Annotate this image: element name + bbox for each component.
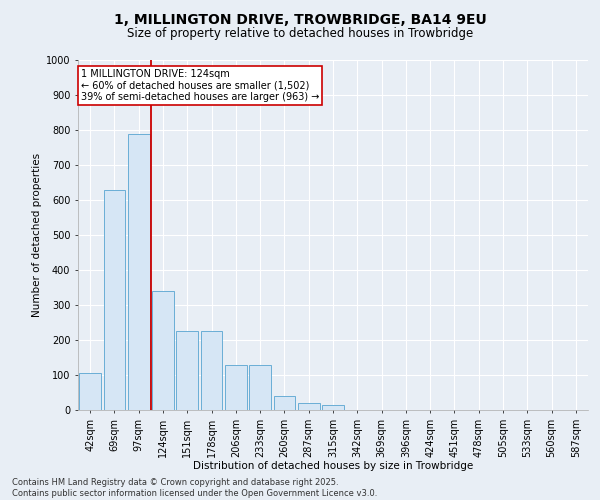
Bar [200,331,223,410]
Bar [274,396,295,410]
Bar [79,373,101,410]
Bar [249,364,271,410]
Text: 1, MILLINGTON DRIVE, TROWBRIDGE, BA14 9EU: 1, MILLINGTON DRIVE, TROWBRIDGE, BA14 9E… [113,12,487,26]
Bar [225,364,247,410]
X-axis label: Distribution of detached houses by size in Trowbridge: Distribution of detached houses by size … [193,461,473,471]
Text: Contains HM Land Registry data © Crown copyright and database right 2025.
Contai: Contains HM Land Registry data © Crown c… [12,478,377,498]
Bar [152,291,174,410]
Text: 1 MILLINGTON DRIVE: 124sqm
← 60% of detached houses are smaller (1,502)
39% of s: 1 MILLINGTON DRIVE: 124sqm ← 60% of deta… [80,69,319,102]
Bar [176,331,198,410]
Bar [104,190,125,410]
Y-axis label: Number of detached properties: Number of detached properties [32,153,41,317]
Bar [322,405,344,410]
Bar [298,403,320,410]
Text: Size of property relative to detached houses in Trowbridge: Size of property relative to detached ho… [127,28,473,40]
Bar [128,134,149,410]
